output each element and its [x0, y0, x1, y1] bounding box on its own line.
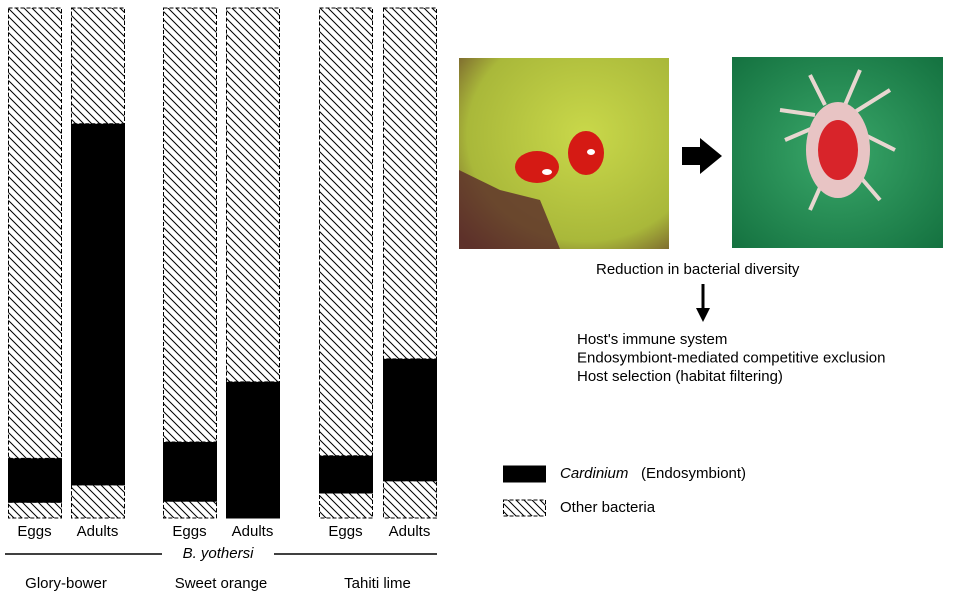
bar-segment: [71, 484, 125, 519]
legend-swatch: [503, 499, 546, 517]
bar-segment: [319, 7, 373, 457]
arrow: [696, 308, 710, 322]
bar-segment: [319, 455, 373, 494]
bar-segment: [8, 501, 62, 519]
legend-label: Cardinium: [560, 465, 628, 482]
bar-segment: [319, 492, 373, 519]
group-axis-label: B. yothersi: [183, 545, 255, 562]
cause-text: Host selection (habitat filtering): [577, 368, 783, 385]
x-tick-label: Adults: [232, 523, 274, 540]
bar-segment: [383, 480, 437, 519]
bar-segment: [71, 123, 125, 486]
bar-segment: [8, 7, 62, 459]
x-tick-label: Eggs: [328, 523, 362, 540]
bar-segment: [226, 7, 280, 383]
adult-photo: [732, 57, 943, 248]
legend-swatch: [503, 465, 546, 483]
x-tick-label: Adults: [77, 523, 119, 540]
cause-text: Endosymbiont-mediated competitive exclus…: [577, 349, 886, 366]
cause-text: Host's immune system: [577, 331, 727, 348]
legend-label: Other bacteria: [560, 499, 656, 516]
bar-segment: [8, 457, 62, 503]
bar-segment: [163, 500, 217, 519]
arrow: [682, 138, 722, 174]
egg-photo: [459, 58, 669, 249]
bar-segment: [383, 358, 437, 482]
x-tick-label: Eggs: [172, 523, 206, 540]
x-tick-label: Adults: [389, 523, 431, 540]
x-tick-label: Eggs: [17, 523, 51, 540]
legend-note: (Endosymbiont): [641, 465, 746, 482]
group-label: Glory-bower: [25, 575, 107, 592]
group-label: Tahiti lime: [344, 575, 411, 592]
bar-segment: [226, 381, 280, 519]
bar-segment: [383, 7, 437, 360]
group-label: Sweet orange: [175, 575, 268, 592]
bar-segment: [163, 7, 217, 443]
bar-segment: [71, 7, 125, 125]
effect-text: Reduction in bacterial diversity: [596, 261, 800, 278]
bar-segment: [163, 441, 217, 502]
